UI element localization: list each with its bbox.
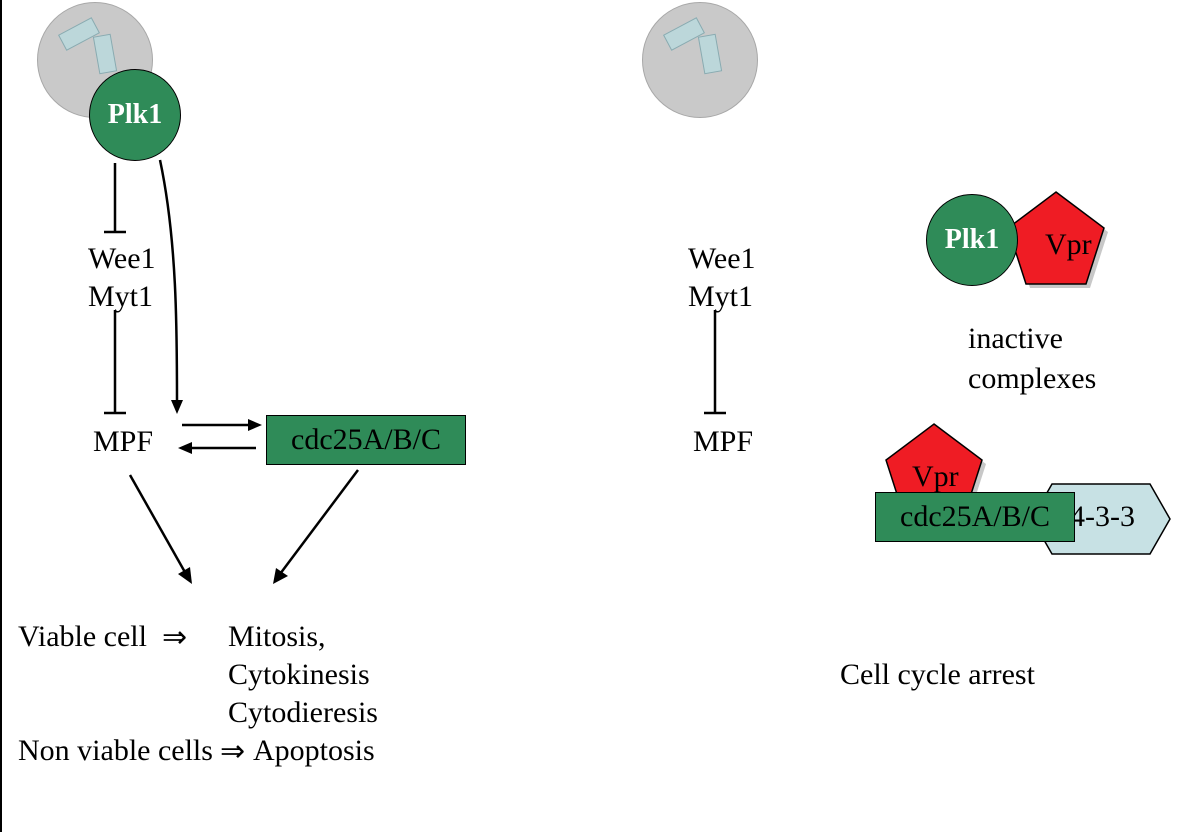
cell-cycle-arrest-label: Cell cycle arrest [840, 658, 1035, 692]
mpf-label-left: MPF [93, 425, 153, 459]
vpr-label-bottom: Vpr [912, 460, 959, 494]
cytodieresis-label: Cytodieresis [228, 696, 378, 730]
apoptosis-label: Apoptosis [253, 734, 375, 768]
wee1-label-left: Wee1 [88, 242, 156, 276]
viable-cell-label: Viable cell [18, 620, 147, 654]
implies-icon: ⇒ [162, 620, 187, 655]
cdc25-box-right: cdc25A/B/C [875, 492, 1075, 542]
cdc25-label: cdc25A/B/C [900, 500, 1050, 534]
mitosis-label: Mitosis, [228, 620, 326, 654]
right-panel: Wee1 Myt1 MPF Vpr Plk1 inactive complexe… [600, 0, 1200, 832]
cdc25-label: cdc25A/B/C [291, 423, 441, 457]
implies-icon: ⇒ [220, 734, 245, 769]
plk1-node-right: Plk1 [926, 194, 1018, 286]
inactive-label-2: complexes [968, 362, 1096, 396]
myt1-label-left: Myt1 [88, 280, 153, 314]
vpr-label-top: Vpr [1045, 228, 1092, 262]
left-panel: Plk1 Wee1 Myt1 MPF cdc25A/B/C Viable cel… [0, 0, 598, 832]
wee-inhibits-mpf-arrow-right [600, 0, 1200, 832]
nonviable-cells-label: Non viable cells [18, 734, 213, 768]
inactive-label-1: inactive [968, 322, 1063, 356]
plk1-label: Plk1 [945, 224, 999, 256]
cdc25-box-left: cdc25A/B/C [266, 415, 466, 465]
cytokinesis-label: Cytokinesis [228, 658, 370, 692]
